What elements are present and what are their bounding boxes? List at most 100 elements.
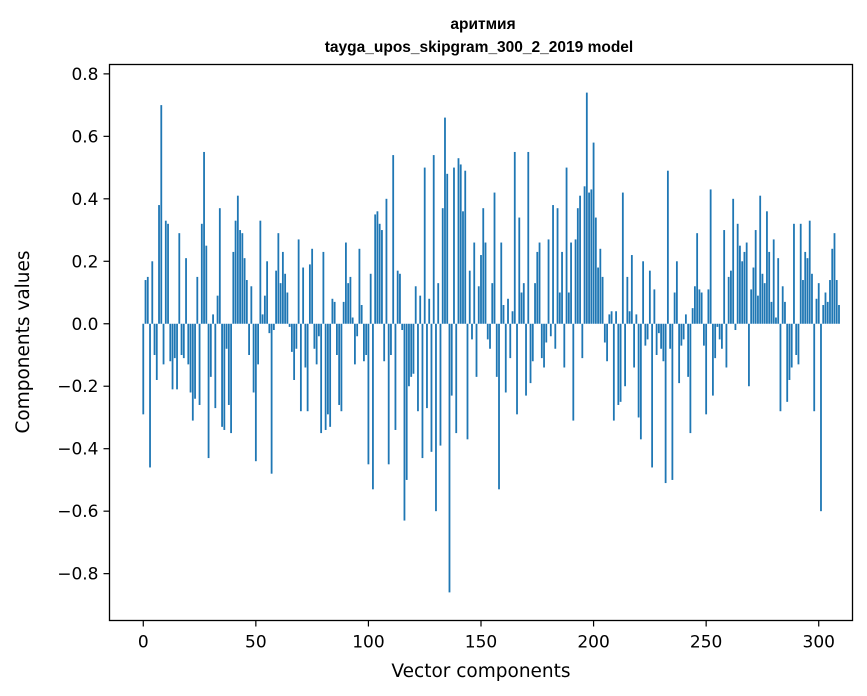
bar <box>196 276 199 324</box>
bar <box>230 323 232 434</box>
bar <box>446 173 449 324</box>
bar <box>448 323 451 593</box>
bar <box>401 323 404 331</box>
bar <box>664 323 667 484</box>
bar <box>421 323 424 459</box>
bar <box>540 323 543 359</box>
y-tick-label: −0.4 <box>57 440 98 460</box>
x-tick-label: 100 <box>352 633 384 653</box>
bar <box>304 323 307 368</box>
y-tick-label: −0.6 <box>57 502 98 522</box>
bar <box>390 323 392 355</box>
bar <box>329 323 332 427</box>
bar <box>768 251 771 324</box>
bar <box>345 242 347 324</box>
bar <box>308 264 311 324</box>
bar <box>331 298 334 324</box>
bar <box>493 192 496 324</box>
bar <box>419 295 422 324</box>
bar <box>538 242 541 324</box>
bar <box>608 314 611 324</box>
bar <box>162 323 165 365</box>
bar <box>698 289 701 324</box>
bar <box>381 230 383 324</box>
bar <box>689 323 692 434</box>
bar <box>178 233 181 324</box>
bar <box>354 323 356 365</box>
bar <box>732 198 735 324</box>
bar <box>635 314 638 324</box>
bar <box>714 323 717 359</box>
bar <box>811 273 813 324</box>
bar <box>477 286 480 324</box>
bar <box>556 208 559 324</box>
bar <box>684 314 687 324</box>
bar <box>642 261 645 324</box>
bar <box>498 323 500 490</box>
bar <box>489 323 491 349</box>
bar <box>299 323 302 412</box>
bar <box>182 323 185 359</box>
bar <box>511 311 514 324</box>
bar <box>619 323 622 402</box>
bar <box>838 305 840 324</box>
bar <box>666 170 669 324</box>
bar <box>680 323 683 346</box>
bar <box>646 323 649 340</box>
bar <box>410 323 413 377</box>
bar <box>194 323 196 399</box>
bar <box>342 301 345 324</box>
bar <box>599 248 602 324</box>
bar <box>831 248 834 324</box>
bar <box>766 211 768 324</box>
bar <box>790 323 793 368</box>
bar <box>651 323 654 468</box>
bar <box>471 323 473 340</box>
bar <box>239 230 241 324</box>
bar <box>754 230 757 324</box>
bar <box>466 323 469 440</box>
bar <box>315 323 318 365</box>
bar <box>630 255 633 324</box>
bar <box>223 323 226 430</box>
bar <box>621 192 624 324</box>
bar <box>358 248 361 324</box>
bar <box>644 323 647 346</box>
bar <box>739 245 741 324</box>
bar <box>748 323 750 387</box>
bar <box>707 289 710 324</box>
bar <box>552 205 554 324</box>
chart-subtitle: tayga_upos_skipgram_300_2_2019 model <box>325 39 633 56</box>
bar <box>286 292 289 324</box>
bar <box>333 301 336 324</box>
bar <box>547 239 550 324</box>
bar <box>236 195 239 324</box>
bar <box>759 195 762 324</box>
bar <box>786 323 789 402</box>
bar <box>669 323 672 349</box>
bar <box>351 317 354 324</box>
bar <box>500 242 503 324</box>
bar <box>176 323 178 390</box>
bar <box>482 208 485 324</box>
bar <box>374 214 377 324</box>
bar <box>464 170 467 324</box>
bar <box>763 283 766 324</box>
bar <box>565 167 568 324</box>
y-tick-label: 0.4 <box>71 190 98 210</box>
bar <box>392 155 395 324</box>
y-tick-label: −0.8 <box>57 565 98 585</box>
bar <box>826 301 829 324</box>
bar <box>822 305 825 324</box>
bar <box>144 280 147 324</box>
bar <box>295 323 298 349</box>
bar <box>723 230 726 324</box>
bar <box>272 323 275 331</box>
bar <box>820 323 822 512</box>
bar <box>673 292 676 324</box>
bar <box>721 323 723 349</box>
bar <box>543 323 545 368</box>
bar <box>275 270 278 324</box>
bar <box>583 186 586 324</box>
